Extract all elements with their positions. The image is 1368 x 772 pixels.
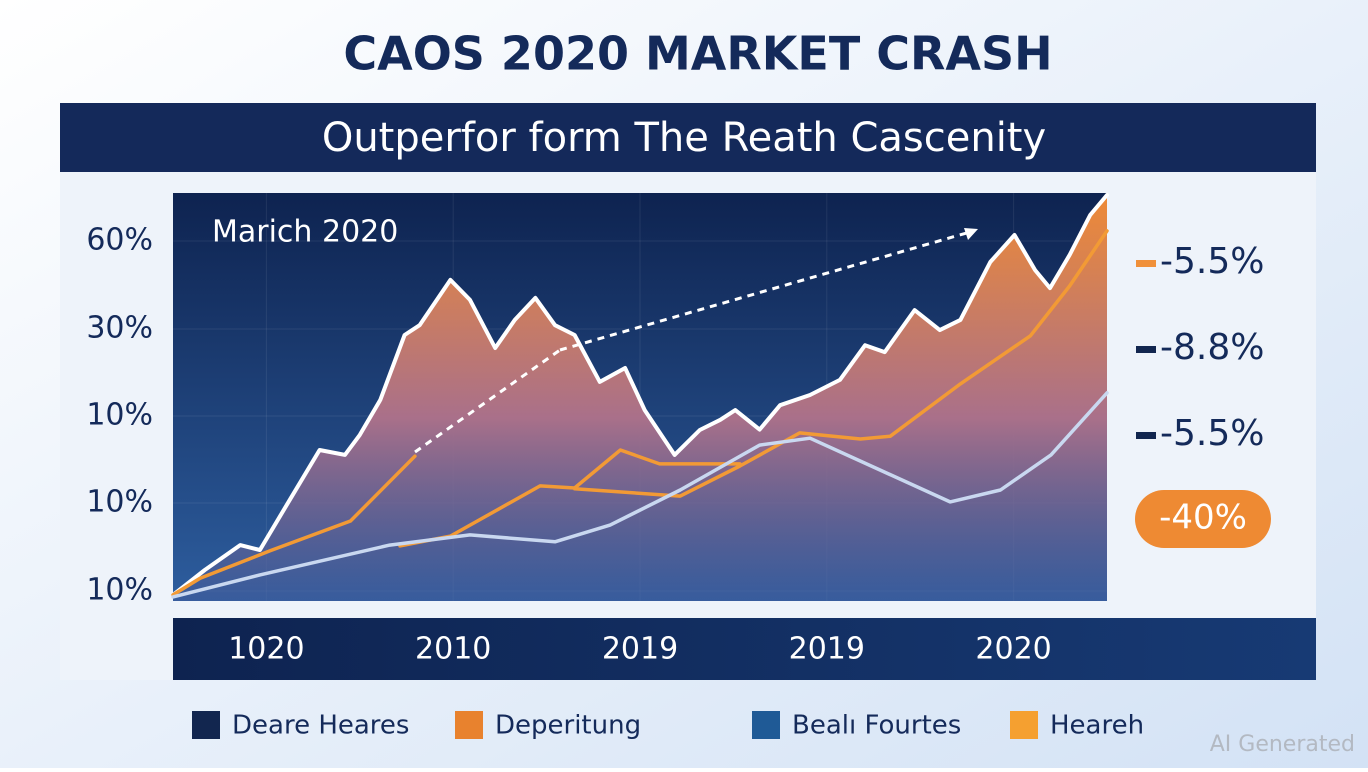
x-tick-label: 2010 bbox=[415, 632, 491, 667]
arrow-head bbox=[964, 228, 978, 240]
trend-arrow bbox=[559, 230, 971, 352]
x-axis-band bbox=[173, 618, 1316, 680]
x-tick-label: 2020 bbox=[975, 632, 1051, 667]
chart-subtitle: Outperfor form The Reath Cascenity bbox=[322, 115, 1046, 161]
side-label: -8.8% bbox=[1160, 327, 1264, 368]
trend-arrow bbox=[414, 348, 561, 454]
y-tick-label: 60% bbox=[86, 223, 153, 258]
legend-label: Heareh bbox=[1050, 711, 1144, 741]
area-fill bbox=[173, 195, 1107, 601]
side-marker bbox=[1136, 432, 1156, 439]
y-tick-label: 10% bbox=[86, 573, 153, 608]
banner bbox=[60, 103, 1316, 172]
y-tick-label: 30% bbox=[86, 311, 153, 346]
x-tick-label: 1020 bbox=[228, 632, 304, 667]
badge bbox=[1135, 490, 1271, 548]
legend-label: Bealı Fourtes bbox=[792, 711, 961, 741]
legend-label: Deare Heares bbox=[232, 711, 409, 741]
y-tick-label: 10% bbox=[86, 485, 153, 520]
marks bbox=[171, 193, 1109, 601]
legend-swatch bbox=[752, 711, 780, 739]
legend-swatch bbox=[1010, 711, 1038, 739]
legend-swatch bbox=[455, 711, 483, 739]
x-tick-label: 2019 bbox=[789, 632, 865, 667]
legend-label: Deperitung bbox=[495, 711, 641, 741]
area-outline bbox=[171, 193, 1109, 597]
y-tick-label: 10% bbox=[86, 398, 153, 433]
watermark: AI Generated bbox=[1210, 732, 1355, 757]
side-label: -5.5% bbox=[1160, 241, 1264, 282]
side-label: -40% bbox=[1159, 498, 1247, 538]
side-label: -5.5% bbox=[1160, 413, 1264, 454]
line bbox=[171, 391, 1109, 599]
annotation: Marich 2020 bbox=[212, 215, 398, 250]
side-marker bbox=[1136, 260, 1156, 267]
x-tick-label: 2019 bbox=[602, 632, 678, 667]
side-marker bbox=[1136, 346, 1156, 353]
chart-title: CAOS 2020 MARKET CRASH bbox=[343, 27, 1052, 81]
legend-swatch bbox=[192, 711, 220, 739]
